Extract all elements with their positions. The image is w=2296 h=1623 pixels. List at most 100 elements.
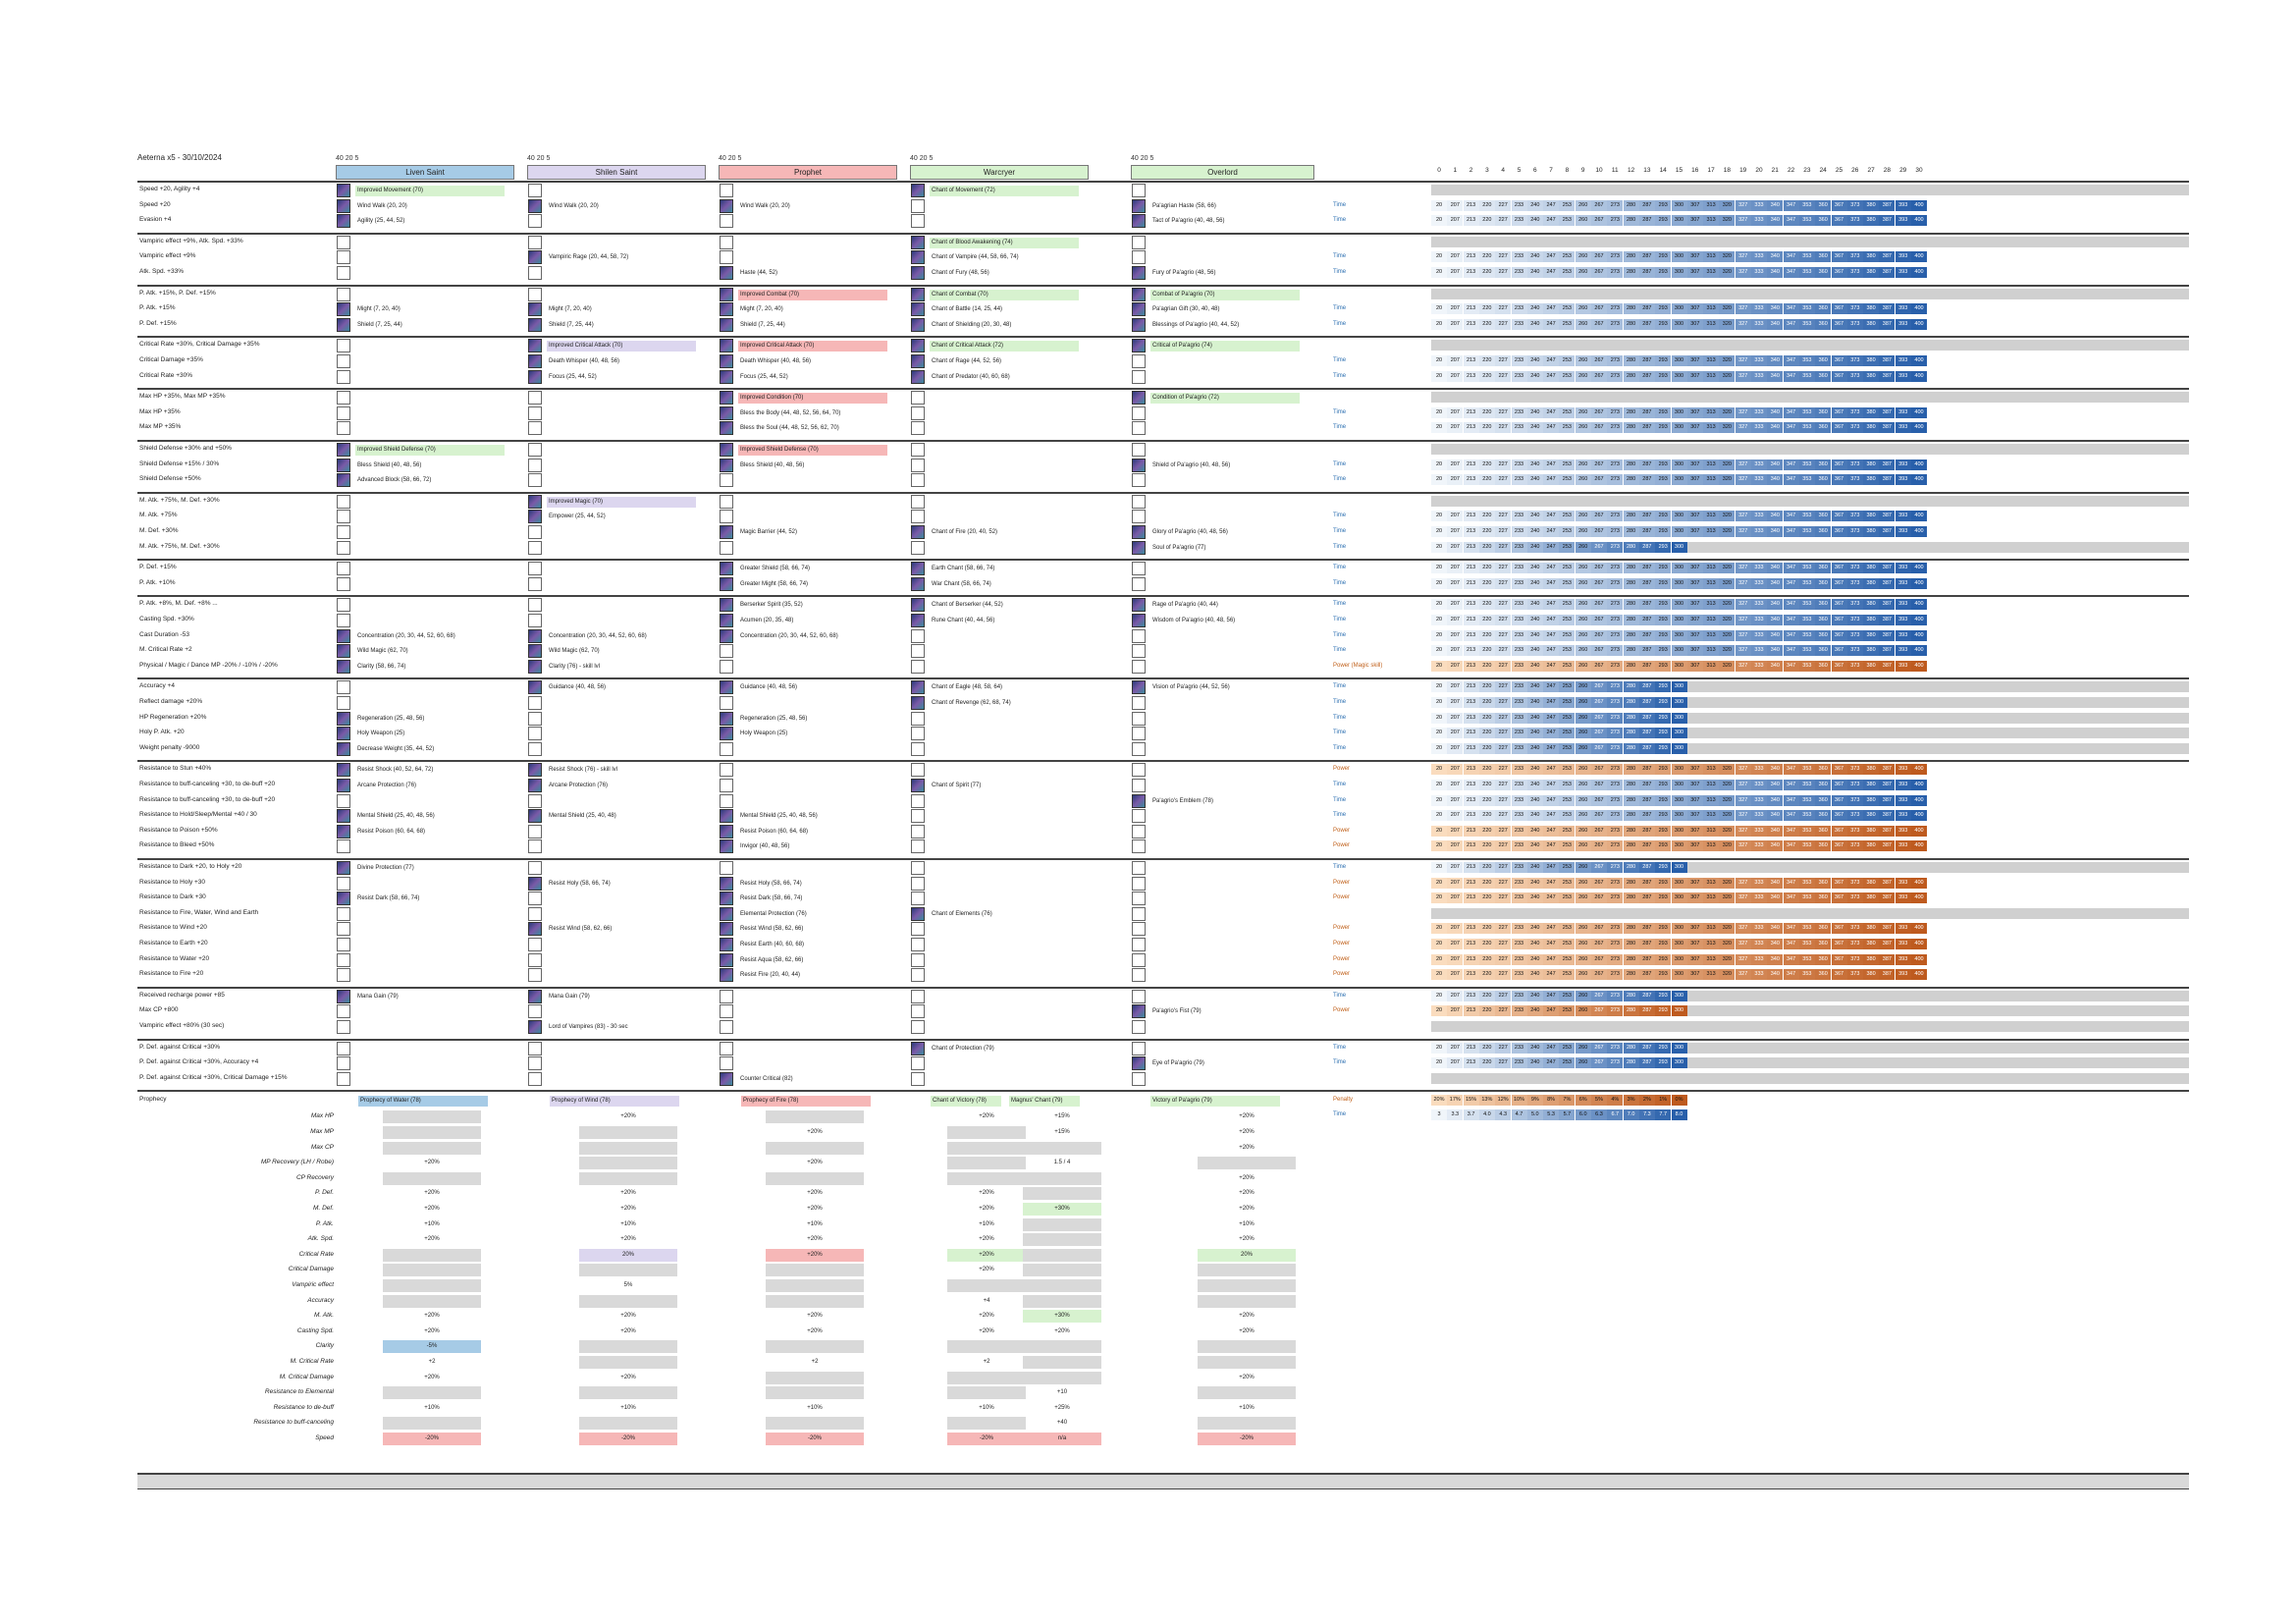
level-value-cell: 227: [1495, 370, 1512, 382]
level-value-cell: 227: [1495, 563, 1512, 574]
level-value-cell: 287: [1638, 645, 1655, 657]
skill-name: Pa'agrian Gift (30, 40, 48): [1152, 306, 1220, 313]
level-value-cell: 380: [1863, 923, 1880, 935]
level-value-cell: 253: [1559, 615, 1575, 625]
level-value-cell: 293: [1655, 862, 1672, 873]
level-value-cell: 293: [1655, 422, 1672, 434]
prophecy-stat-value: [766, 1294, 864, 1308]
level-value-cell: 307: [1686, 318, 1703, 330]
skill-name: Focus (25, 44, 52): [549, 373, 597, 380]
time-tag: Time: [1333, 1111, 1347, 1118]
level-value-cell: 280: [1623, 877, 1639, 889]
level-value-cell: 267: [1591, 577, 1607, 589]
prophecy-stat-row: Atk. Spd. +20% +20% +20% +20% +20%: [137, 1232, 2189, 1247]
effect-text: Critical Rate +30%, Critical Damage +35%: [139, 341, 260, 349]
skill-name: Might (7, 20, 40): [740, 306, 783, 313]
level-value-cell: 400: [1911, 877, 1927, 889]
empty-slot-box: [337, 266, 350, 280]
effect-text: Shield Defense +50%: [139, 475, 201, 483]
prophecy-stat-value: [766, 1171, 864, 1185]
effect-text: Vampiric effect +80% (30 sec): [139, 1022, 225, 1029]
skill-icon: [1132, 598, 1146, 613]
level-value-cell: 207: [1447, 511, 1464, 522]
level-value-cell: 333: [1751, 267, 1767, 278]
level-value-cell: 233: [1511, 526, 1527, 537]
level-value-cell: 240: [1526, 953, 1543, 965]
level-value-cell: 320: [1719, 953, 1735, 965]
skill-icon: [337, 214, 350, 229]
level-value-cell: 293: [1655, 712, 1672, 724]
empty-slot-box: [911, 711, 925, 726]
level-value-cell: 280: [1623, 563, 1639, 574]
level-value-cell: 207: [1447, 893, 1464, 904]
level-value-cell: 327: [1735, 599, 1751, 611]
level-value-cell: 333: [1751, 840, 1767, 852]
level-value-cell: 347: [1783, 764, 1799, 776]
level-value-cell: 20: [1431, 541, 1447, 553]
level-value-cell: 260: [1575, 422, 1591, 434]
level-value-cell: 333: [1751, 825, 1767, 837]
time-cell: 7.3: [1638, 1109, 1655, 1121]
level-value-cell: 353: [1798, 251, 1815, 263]
level-value-cell: 393: [1895, 939, 1911, 949]
level-value-cell: 253: [1559, 953, 1575, 965]
buff-row: Resistance to Earth +20 Resist Earth (40,…: [137, 937, 2189, 951]
level-value-cell: 400: [1911, 840, 1927, 852]
level-value-cell: 20: [1431, 615, 1447, 625]
level-value-cell: 273: [1607, 764, 1624, 776]
prophecy-stat-value: +20%: [424, 1327, 440, 1334]
level-value-cell: 280: [1623, 681, 1639, 693]
level-value-cell: 353: [1798, 577, 1815, 589]
level-value-cell: 273: [1607, 459, 1624, 470]
skill-name: Might (7, 20, 40): [357, 306, 400, 313]
level-value-cell: 253: [1559, 877, 1575, 889]
prophecy-stat-value: [1023, 1264, 1101, 1277]
level-value-cell: 207: [1447, 645, 1464, 657]
level-value-cell: 313: [1703, 953, 1720, 965]
level-value-cell: 313: [1703, 893, 1720, 904]
level-value-cell: 313: [1703, 599, 1720, 611]
empty-slot-box: [528, 741, 542, 756]
level-value-cell: 347: [1783, 474, 1799, 486]
grey-band: [1686, 712, 2189, 724]
level-value-cell: 220: [1478, 681, 1495, 693]
skill-icon: [1132, 317, 1146, 332]
level-value-cell: 213: [1463, 728, 1479, 739]
level-value-cell: 400: [1911, 251, 1927, 263]
level-value-cell: 20: [1431, 939, 1447, 949]
level-value-cell: 353: [1798, 780, 1815, 790]
level-value-cell: 380: [1863, 877, 1880, 889]
level-value-cell: 340: [1767, 303, 1784, 315]
effect-text: Shield Defense +30% and +50%: [139, 445, 232, 452]
skill-name: Regeneration (25, 48, 56): [357, 715, 425, 722]
empty-slot-box: [337, 1071, 350, 1086]
level-value-cell: 267: [1591, 541, 1607, 553]
level-value-cell: 353: [1798, 645, 1815, 657]
prophecy-skill: Prophecy of Water (78): [358, 1096, 488, 1108]
level-value-cell: 207: [1447, 862, 1464, 873]
level-value-cell: 240: [1526, 923, 1543, 935]
level-value-cell: 347: [1783, 645, 1799, 657]
level-value-cell: 300: [1671, 660, 1687, 672]
level-value-cell: 267: [1591, 303, 1607, 315]
empty-slot-box: [1132, 421, 1146, 436]
level-value-cell: 327: [1735, 577, 1751, 589]
level-value-cell: 313: [1703, 215, 1720, 227]
level-value-cell: 213: [1463, 840, 1479, 852]
level-value-cell: 333: [1751, 406, 1767, 418]
level-column-number: 17: [1707, 167, 1715, 174]
empty-slot-box: [337, 876, 350, 891]
level-value-cell: 240: [1526, 712, 1543, 724]
effect-text: Speed +20: [139, 200, 171, 208]
duration-type-tag: Time: [1333, 812, 1347, 819]
level-value-cell: 320: [1719, 645, 1735, 657]
level-value-cell: 233: [1511, 251, 1527, 263]
level-value-cell: 20: [1431, 660, 1447, 672]
prophecy-stat-value: [1023, 1356, 1101, 1369]
prophecy-stat-label: P. Def.: [314, 1189, 334, 1197]
level-value-cell: 227: [1495, 645, 1512, 657]
level-value-cell: 280: [1623, 199, 1639, 211]
duration-type-tag: Time: [1333, 320, 1347, 327]
skill-name: Wisdom of Pa'agrio (40, 48, 56): [1152, 618, 1236, 623]
level-value-cell: 280: [1623, 474, 1639, 486]
